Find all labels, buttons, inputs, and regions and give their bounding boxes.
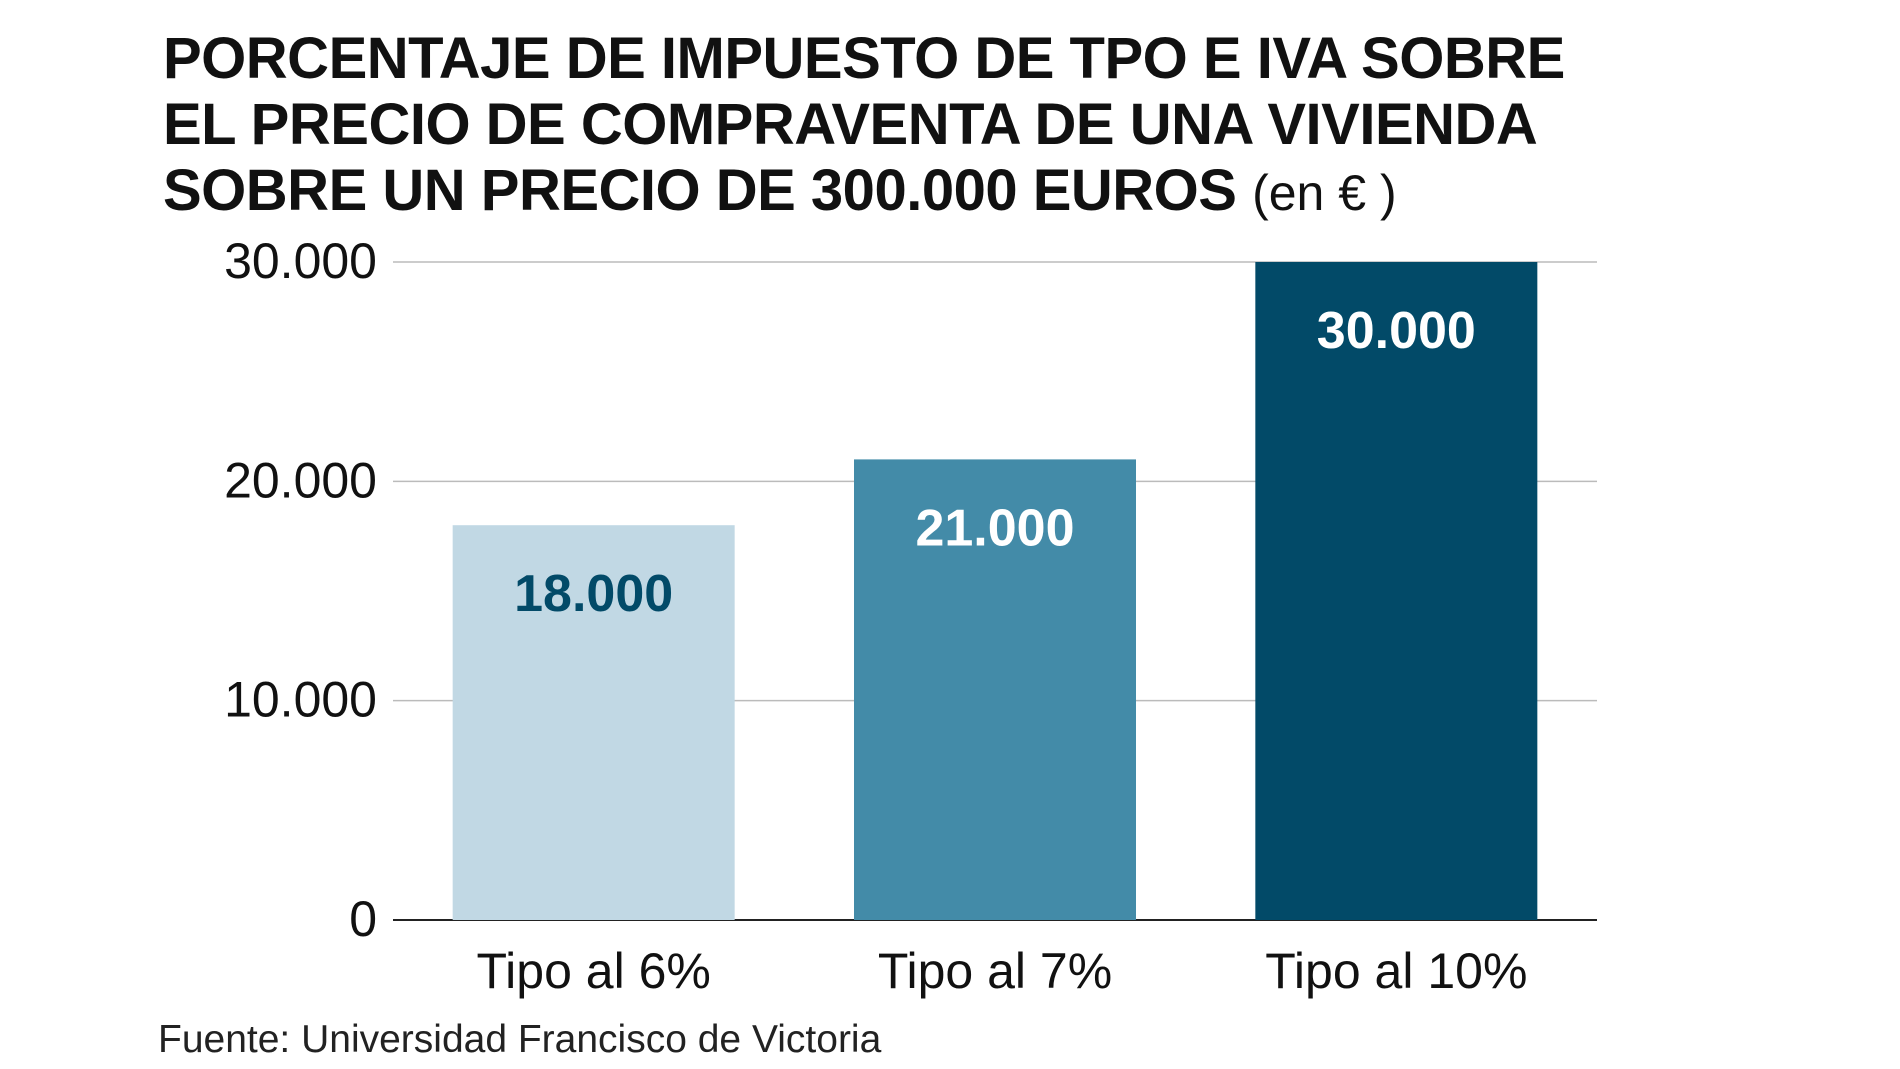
y-tick-labels: 0 10.000 20.000 30.000 bbox=[224, 233, 377, 947]
y-tick-label: 30.000 bbox=[224, 233, 377, 289]
title-line-3-text: SOBRE UN PRECIO DE 300.000 EUROS bbox=[163, 158, 1237, 223]
x-tick-label: Tipo al 10% bbox=[1265, 943, 1527, 999]
bar-value-label: 30.000 bbox=[1317, 302, 1476, 360]
title-line-2: EL PRECIO DE COMPRAVENTA DE UNA VIVIENDA bbox=[163, 92, 1538, 157]
y-tick-label: 20.000 bbox=[224, 452, 377, 508]
title-line-1: PORCENTAJE DE IMPUESTO DE TPO E IVA SOBR… bbox=[163, 26, 1565, 91]
x-tick-label: Tipo al 6% bbox=[476, 943, 710, 999]
y-tick-label: 0 bbox=[349, 891, 377, 947]
title-unit: (en € ) bbox=[1252, 165, 1397, 221]
bar bbox=[854, 459, 1136, 920]
bar bbox=[452, 525, 735, 920]
bar-value-label: 21.000 bbox=[915, 499, 1074, 557]
x-tick-labels: Tipo al 6% Tipo al 7% Tipo al 10% bbox=[476, 943, 1527, 999]
bars bbox=[452, 262, 1538, 920]
x-tick-label: Tipo al 7% bbox=[878, 943, 1112, 999]
bar bbox=[1255, 262, 1538, 920]
value-labels: 18.000 21.000 30.000 bbox=[514, 302, 1476, 623]
y-tick-label: 10.000 bbox=[224, 672, 377, 728]
source-note: Fuente: Universidad Francisco de Victori… bbox=[158, 1018, 882, 1061]
chart-title: PORCENTAJE DE IMPUESTO DE TPO E IVA SOBR… bbox=[163, 26, 1803, 226]
bar-value-label: 18.000 bbox=[514, 565, 673, 623]
title-line-3: SOBRE UN PRECIO DE 300.000 EUROS (en € ) bbox=[163, 158, 1803, 226]
